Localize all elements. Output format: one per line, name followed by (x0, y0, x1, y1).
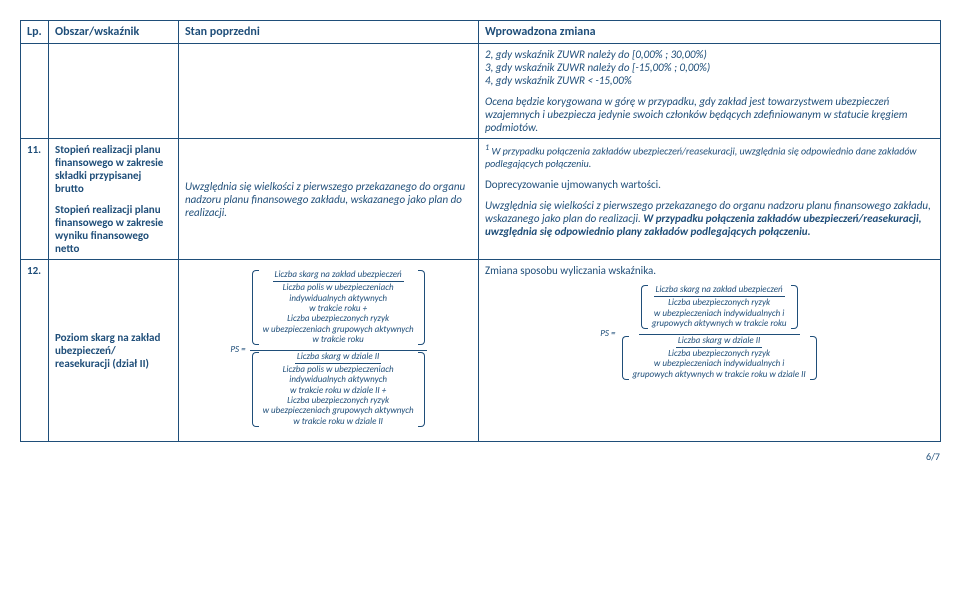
table-row: 2, gdy wskaźnik ZUWR należy do [0,00% ; … (21, 44, 941, 139)
cell-obszar-12: Poziom skarg na zakład ubezpieczeń/ reas… (49, 260, 179, 442)
fr-num-inner3: grupowych aktywnych w trakcie roku (652, 319, 787, 329)
formula-ps-right: PS = Liczba skarg na zakład ubezpieczeń … (485, 285, 934, 383)
header-zmiana: Wprowadzona zmiana (479, 21, 941, 44)
fl-den-top: Liczba skarg w dziale II (295, 352, 381, 364)
obszar-11-title-2: Stopień realizacji planu finansowego w z… (55, 203, 172, 255)
zuwr-line-3: 3, gdy wskaźnik ZUWR należy do [-15,00% … (485, 61, 934, 74)
ps-label-left: PS = (230, 345, 245, 355)
footnote-marker: 1 (485, 143, 489, 153)
zuwr-line-2: 2, gdy wskaźnik ZUWR należy do [0,00% ; … (485, 48, 934, 61)
cell-zmiana-11: 1 W przypadku połączenia zakładów ubezpi… (479, 139, 941, 260)
ps-label-right: PS = (600, 329, 615, 339)
table-row: 12. Poziom skarg na zakład ubezpieczeń/ … (21, 260, 941, 442)
stan-11-text: Uwzględnia się wielkości z pierwszego pr… (185, 180, 465, 219)
formula-ps-left: PS = Liczba skarg na zakład ubezpieczeń … (185, 270, 472, 431)
cell-stan-empty (179, 44, 479, 139)
table-header-row: Lp. Obszar/wskaźnik Stan poprzedni Wprow… (21, 21, 941, 44)
footnote-11: 1 W przypadku połączenia zakładów ubezpi… (485, 143, 934, 170)
cell-lp-11: 11. (21, 139, 49, 260)
zuwr-line-4: 4, gdy wskaźnik ZUWR < -15,00% (485, 74, 934, 87)
fl-num-top: Liczba skarg na zakład ubezpieczeń (273, 270, 404, 282)
obszar-11-title-1: Stopień realizacji planu finansowego w z… (55, 143, 172, 195)
fl-num-inner6: w trakcie roku (312, 335, 363, 345)
fr-num-top: Liczba skarg na zakład ubezpieczeń (654, 285, 785, 297)
page-number: 6/7 (20, 450, 940, 463)
cell-stan-11: Uwzględnia się wielkości z pierwszego pr… (179, 139, 479, 260)
cell-obszar-11: Stopień realizacji planu finansowego w z… (49, 139, 179, 260)
header-lp: Lp. (21, 21, 49, 44)
cell-zmiana-continued: 2, gdy wskaźnik ZUWR należy do [0,00% ; … (479, 44, 941, 139)
zmiana-11-para: Uwzględnia się wielkości z pierwszego pr… (485, 199, 934, 238)
cell-lp-12: 12. (21, 260, 49, 442)
header-obszar: Obszar/wskaźnik (49, 21, 179, 44)
cell-zmiana-12: Zmiana sposobu wyliczania wskaźnika. PS … (479, 260, 941, 442)
zmiana-12-line1: Zmiana sposobu wyliczania wskaźnika. (485, 264, 934, 277)
ocena-paragraph: Ocena będzie korygowana w górę w przypad… (485, 95, 934, 134)
cell-lp-empty (21, 44, 49, 139)
cell-stan-12: PS = Liczba skarg na zakład ubezpieczeń … (179, 260, 479, 442)
regulations-table: Lp. Obszar/wskaźnik Stan poprzedni Wprow… (20, 20, 941, 442)
zmiana-11-line1: Doprecyzowanie ujmowanych wartości. (485, 178, 934, 191)
footnote-text: W przypadku połączenia zakładów ubezpiec… (485, 144, 917, 170)
cell-obszar-empty (49, 44, 179, 139)
header-stan: Stan poprzedni (179, 21, 479, 44)
fr-den-inner3: grupowych aktywnych w trakcie roku w dzi… (633, 370, 806, 380)
table-row: 11. Stopień realizacji planu finansowego… (21, 139, 941, 260)
fl-den-inner6: w trakcie roku w dziale II (293, 417, 383, 427)
fr-den-top: Liczba skarg w dziale II (676, 336, 762, 348)
